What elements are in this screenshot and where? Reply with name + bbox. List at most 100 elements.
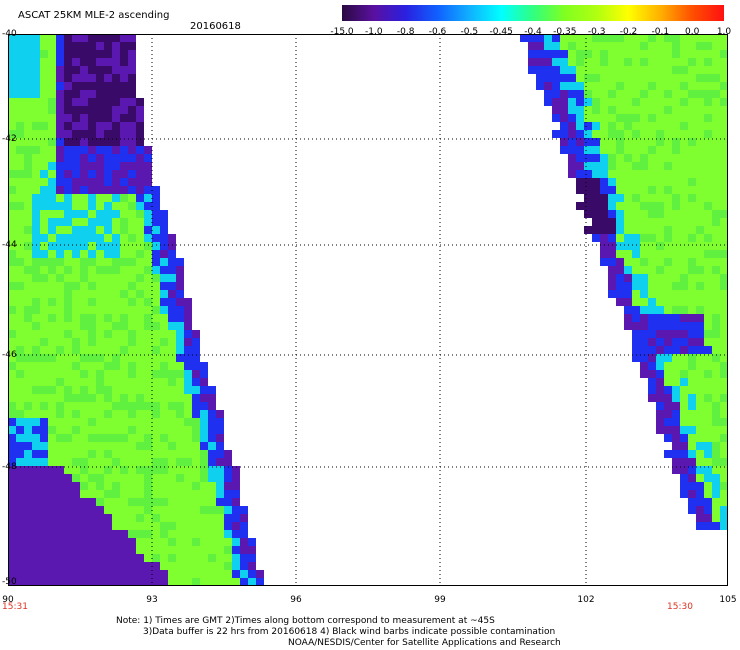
wind-cell [688, 322, 696, 330]
wind-cell [200, 426, 208, 434]
wind-cell [64, 194, 72, 202]
wind-cell [584, 122, 592, 130]
wind-cell [200, 450, 208, 458]
wind-cell [696, 274, 704, 282]
wind-cell [632, 146, 640, 154]
wind-cell [584, 154, 592, 162]
wind-cell [112, 170, 120, 178]
wind-cell [712, 402, 720, 410]
wind-cell [248, 538, 256, 546]
wind-cell [144, 258, 152, 266]
wind-cell [112, 98, 120, 106]
wind-cell [688, 506, 696, 514]
wind-cell [592, 202, 600, 210]
wind-cell [16, 506, 24, 514]
wind-cell [168, 514, 176, 522]
wind-cell [640, 146, 648, 154]
wind-cell [648, 306, 656, 314]
wind-cell [160, 354, 168, 362]
wind-cell [704, 482, 712, 490]
wind-cell [152, 194, 160, 202]
wind-cell [192, 362, 200, 370]
wind-cell [672, 378, 680, 386]
wind-cell [152, 282, 160, 290]
wind-cell [136, 354, 144, 362]
wind-cell [672, 426, 680, 434]
colorbar-tick-label: -0.3 [587, 27, 606, 37]
wind-cell [120, 546, 128, 554]
wind-cell [32, 546, 40, 554]
wind-cell [648, 186, 656, 194]
wind-cell [64, 170, 72, 178]
wind-cell [184, 394, 192, 402]
wind-cell [56, 234, 64, 242]
wind-cell [8, 250, 16, 258]
wind-cell [616, 218, 624, 226]
wind-cell [88, 546, 96, 554]
wind-cell [664, 114, 672, 122]
wind-cell [168, 362, 176, 370]
wind-cell [160, 290, 168, 298]
wind-cell [24, 466, 32, 474]
wind-cell [200, 498, 208, 506]
wind-cell [656, 306, 664, 314]
wind-cell [128, 370, 136, 378]
wind-cell [64, 490, 72, 498]
wind-cell [112, 346, 120, 354]
wind-cell [80, 442, 88, 450]
wind-cell [8, 266, 16, 274]
wind-cell [48, 138, 56, 146]
wind-cell [32, 514, 40, 522]
wind-cell [168, 306, 176, 314]
wind-cell [552, 98, 560, 106]
wind-cell [712, 242, 720, 250]
wind-cell [136, 474, 144, 482]
wind-cell [128, 290, 136, 298]
wind-cell [88, 410, 96, 418]
wind-cell [24, 82, 32, 90]
wind-cell [88, 578, 96, 586]
wind-cell [216, 458, 224, 466]
wind-cell [688, 218, 696, 226]
wind-cell [128, 418, 136, 426]
wind-cell [72, 546, 80, 554]
wind-cell [144, 338, 152, 346]
wind-cell [160, 218, 168, 226]
wind-cell [672, 274, 680, 282]
wind-cell [624, 178, 632, 186]
wind-cell [136, 290, 144, 298]
wind-cell [88, 34, 96, 42]
wind-cell [40, 514, 48, 522]
wind-cell [96, 506, 104, 514]
wind-cell [184, 490, 192, 498]
wind-cell [664, 266, 672, 274]
wind-cell [720, 442, 728, 450]
wind-cell [104, 322, 112, 330]
wind-cell [48, 474, 56, 482]
wind-cell [672, 330, 680, 338]
wind-cell [208, 514, 216, 522]
wind-cell [144, 234, 152, 242]
wind-cell [32, 290, 40, 298]
wind-cell [144, 554, 152, 562]
wind-cell [656, 162, 664, 170]
wind-cell [608, 34, 616, 42]
wind-cell [664, 162, 672, 170]
wind-cell [592, 234, 600, 242]
wind-cell [96, 178, 104, 186]
wind-cell [112, 314, 120, 322]
wind-cell [144, 186, 152, 194]
wind-cell [88, 506, 96, 514]
wind-cell [120, 354, 128, 362]
wind-cell [688, 202, 696, 210]
wind-cell [656, 202, 664, 210]
wind-cell [696, 82, 704, 90]
wind-cell [32, 138, 40, 146]
wind-cell [32, 450, 40, 458]
wind-cell [720, 154, 728, 162]
wind-cell [8, 210, 16, 218]
wind-cell [568, 50, 576, 58]
wind-cell [120, 474, 128, 482]
wind-cell [624, 250, 632, 258]
wind-cell [552, 66, 560, 74]
